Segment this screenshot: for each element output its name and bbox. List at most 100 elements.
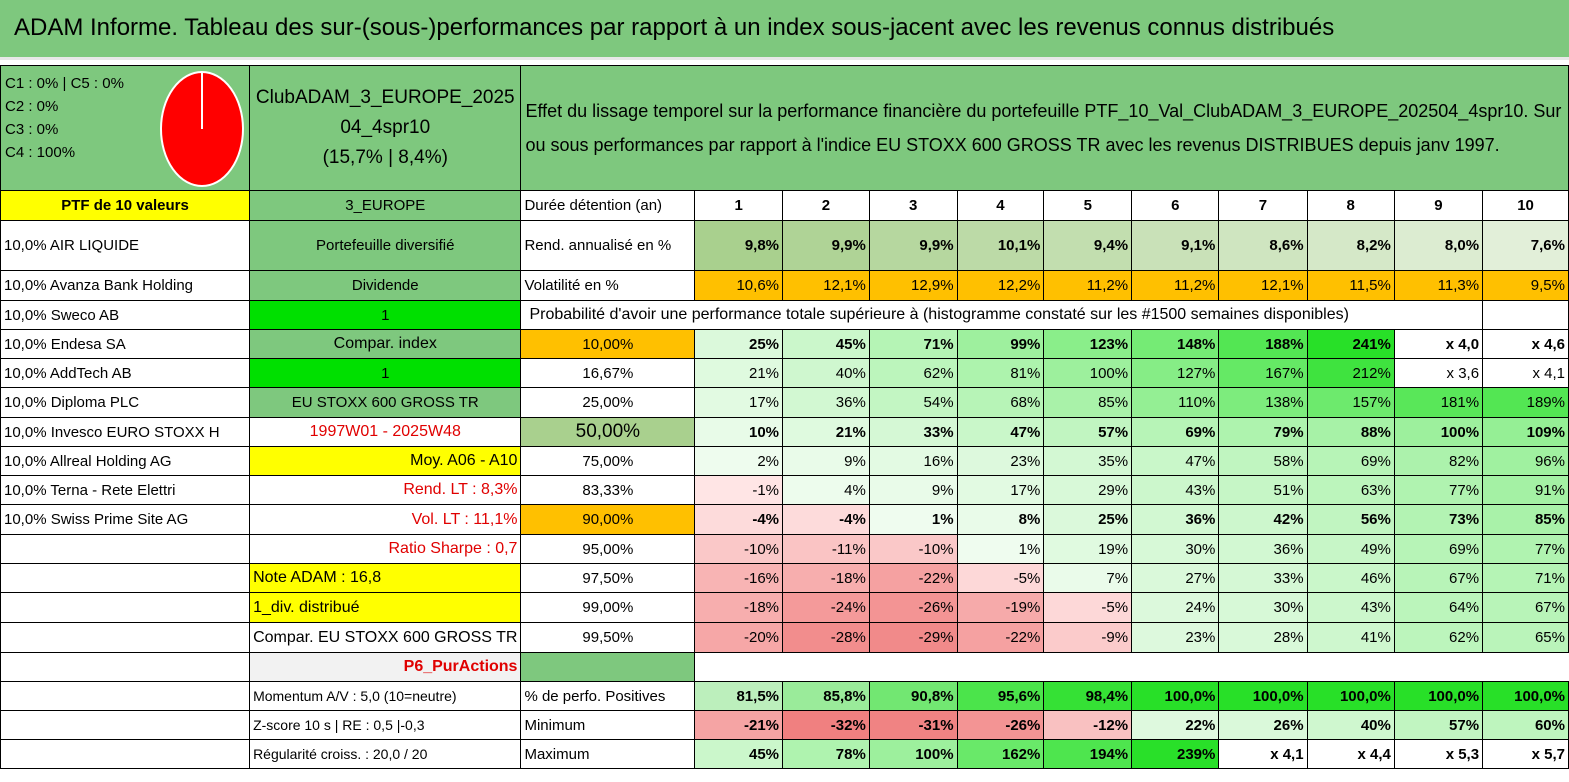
value-cell: 60% xyxy=(1482,710,1569,740)
value-cell: 35% xyxy=(1043,446,1133,476)
year-header: 9 xyxy=(1393,190,1484,221)
value-cell: 138% xyxy=(1218,387,1308,418)
table-row: 10,0% Allreal Holding AG Moy. A06 - A10 75… xyxy=(0,446,1569,476)
value-cell: 9% xyxy=(782,446,870,476)
table-row: 1_div. distribué 99,00% -18% -24% -26% -19% -5… xyxy=(0,592,1569,623)
value-cell: 78% xyxy=(782,739,870,769)
value-cell: 1% xyxy=(956,534,1045,564)
probability-cell: 16,67% xyxy=(520,358,696,388)
value-cell: 7,6% xyxy=(1482,220,1569,271)
year-header: 2 xyxy=(782,190,870,221)
value-cell: 12,9% xyxy=(868,270,958,301)
value-cell: 12,2% xyxy=(956,270,1045,301)
empty-cell xyxy=(0,652,251,682)
value-cell: x 4,0 xyxy=(1393,329,1484,359)
value-cell: 95,6% xyxy=(956,681,1045,711)
dividend-value: 1 xyxy=(249,300,522,330)
value-cell: 12,1% xyxy=(1218,270,1308,301)
table-row: 10,0% Diploma PLC EU STOXX 600 GROSS TR 25… xyxy=(0,387,1569,418)
value-cell: 64% xyxy=(1393,592,1484,623)
momentum-label: Momentum A/V : 5,0 (10=neutre) xyxy=(249,681,522,711)
value-cell: 49% xyxy=(1306,534,1395,564)
value-cell: 8,0% xyxy=(1393,220,1484,271)
table-row: 10,0% Avanza Bank Holding Dividende Volati… xyxy=(0,270,1569,301)
value-cell: 36% xyxy=(1218,534,1308,564)
probability-cell: 97,50% xyxy=(520,563,696,593)
value-cell: 9,1% xyxy=(1131,220,1220,271)
year-header: 1 xyxy=(694,190,784,221)
value-cell: -4% xyxy=(782,504,870,535)
value-cell: 43% xyxy=(1131,475,1220,505)
empty-cell xyxy=(0,681,251,711)
value-cell: 10,6% xyxy=(694,270,784,301)
value-cell: 7% xyxy=(1043,563,1133,593)
vol-label: Volatilité en % xyxy=(520,270,696,301)
value-cell: 29% xyxy=(1043,475,1133,505)
value-cell: 22% xyxy=(1131,710,1220,740)
probability-cell: 83,33% xyxy=(520,475,696,505)
value-cell: x 5,3 xyxy=(1393,739,1484,769)
year-header: 7 xyxy=(1218,190,1308,221)
value-cell: -22% xyxy=(868,563,958,593)
value-cell: 25% xyxy=(1043,504,1133,535)
value-cell: 11,2% xyxy=(1131,270,1220,301)
value-cell: 96% xyxy=(1482,446,1569,476)
value-cell: 11,5% xyxy=(1306,270,1395,301)
holding-item: 10,0% AIR LIQUIDE xyxy=(0,220,251,271)
year-header: 3 xyxy=(868,190,958,221)
value-cell: 8,6% xyxy=(1218,220,1308,271)
dividend-label: Dividende xyxy=(249,270,522,301)
value-cell: 73% xyxy=(1393,504,1484,535)
vol-lt-label: Vol. LT : 11,1% xyxy=(249,504,522,535)
value-cell: -21% xyxy=(694,710,784,740)
value-cell: -18% xyxy=(694,592,784,623)
value-cell: 54% xyxy=(868,387,958,418)
value-cell: 40% xyxy=(1306,710,1395,740)
note-label: Note ADAM : 16,8 xyxy=(249,563,522,593)
value-cell: 100% xyxy=(868,739,958,769)
legend-cell: C1 : 0% | C5 : 0% C2 : 0% C3 : 0% C4 : 100% xyxy=(0,65,251,191)
report-title: ADAM Informe. Tableau des sur-(sous-)per… xyxy=(14,14,1335,41)
legend-item: C4 : 100% xyxy=(5,144,76,161)
value-cell: 91% xyxy=(1482,475,1569,505)
minimum-label: Minimum xyxy=(520,710,696,740)
value-cell: 9,9% xyxy=(782,220,870,271)
value-cell: 98,4% xyxy=(1043,681,1133,711)
table-row: Compar. EU STOXX 600 GROSS TR 99,50% -20% -… xyxy=(0,622,1569,653)
value-cell: x 5,7 xyxy=(1482,739,1569,769)
holding-item: 10,0% Endesa SA xyxy=(0,329,251,359)
value-cell: 181% xyxy=(1393,387,1484,418)
value-cell: 45% xyxy=(782,329,870,359)
probability-cell: 10,00% xyxy=(520,329,696,359)
value-cell: 9% xyxy=(868,475,958,505)
value-cell: 4% xyxy=(782,475,870,505)
value-cell: 167% xyxy=(1218,358,1308,388)
value-cell: 71% xyxy=(1482,563,1569,593)
probability-cell: 95,00% xyxy=(520,534,696,564)
portfolio-name-cell: ClubADAM_3_EUROPE_202504_4spr10 (15,7% | … xyxy=(249,65,522,191)
value-cell: 67% xyxy=(1482,592,1569,623)
legend-item: C3 : 0% xyxy=(5,121,59,138)
value-cell: 189% xyxy=(1482,387,1569,418)
value-cell: x 4,4 xyxy=(1306,739,1395,769)
table-row: 10,0% AIR LIQUIDE Portefeuille diversifié… xyxy=(0,220,1569,271)
value-cell: 42% xyxy=(1218,504,1308,535)
probability-title: Probabilité d'avoir une performance tota… xyxy=(520,300,1483,330)
probability-cell: 75,00% xyxy=(520,446,696,476)
p6-label: P6_PurActions xyxy=(249,652,522,682)
value-cell: 241% xyxy=(1306,329,1395,359)
value-cell: 100,0% xyxy=(1306,681,1395,711)
zscore-label: Z-score 10 s | RE : 0,5 |-0,3 xyxy=(249,710,522,740)
value-cell: 239% xyxy=(1131,739,1220,769)
value-cell: 77% xyxy=(1393,475,1484,505)
value-cell: -12% xyxy=(1043,710,1133,740)
value-cell: 127% xyxy=(1131,358,1220,388)
value-cell: 157% xyxy=(1306,387,1395,418)
value-cell: -22% xyxy=(956,622,1045,653)
value-cell: 21% xyxy=(694,358,784,388)
table-row: P6_PurActions xyxy=(0,652,1569,682)
value-cell: 69% xyxy=(1131,417,1220,447)
holding-item: 10,0% Sweco AB xyxy=(0,300,251,330)
value-cell: 24% xyxy=(1131,592,1220,623)
compar-index-value: 1 xyxy=(249,358,522,388)
